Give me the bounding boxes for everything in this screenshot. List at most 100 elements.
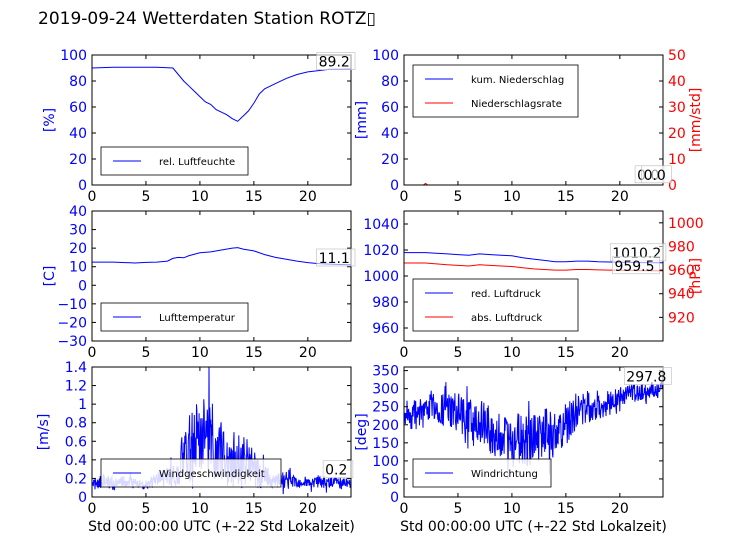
x-tick-label: 0 — [88, 501, 97, 517]
legend-box — [412, 64, 579, 118]
y-tick-label: −30 — [57, 334, 87, 350]
y-axis-label: [deg] — [354, 413, 370, 450]
y-tick-label: 40 — [69, 126, 87, 142]
x-tick-label: 5 — [453, 189, 462, 205]
y-tick-label: 20 — [69, 241, 87, 257]
y2-tick-label: 50 — [668, 48, 686, 64]
y-tick-label: −10 — [57, 297, 87, 313]
legend-label: Lufttemperatur — [159, 313, 236, 324]
y-axis-label: [%] — [42, 108, 58, 132]
y-tick-label: 250 — [372, 400, 399, 416]
series-line-humidity-0 — [92, 66, 351, 122]
y2-tick-label: 10 — [668, 152, 686, 168]
x-tick-label: 10 — [503, 345, 521, 361]
x-tick-label: 10 — [191, 501, 209, 517]
panel-pressure: 0 5 10 15 20 960 980 1000 1020 1040 920 940 960 980 10… — [363, 210, 704, 361]
x-tick-label: 5 — [453, 501, 462, 517]
y2-tick-label: 30 — [668, 100, 686, 116]
x-tick-label: 15 — [557, 345, 575, 361]
y-tick-label: 1040 — [363, 217, 399, 233]
annotation-box — [316, 52, 356, 71]
x-tick-label: 20 — [611, 345, 629, 361]
plot-frame — [91, 210, 352, 342]
y-tick-label: 100 — [372, 48, 399, 64]
x-tick-label: 20 — [299, 501, 317, 517]
y-tick-label: 1020 — [363, 243, 399, 259]
y-tick-label: 960 — [372, 321, 399, 337]
y-tick-label: 1 — [78, 397, 87, 413]
plot-frame — [403, 366, 664, 498]
y-tick-label: 100 — [372, 454, 399, 470]
annotation-box — [624, 367, 672, 385]
y2-tick-label: 960 — [668, 263, 695, 279]
x-tick-label: 20 — [611, 501, 629, 517]
y2-tick-label: 0 — [668, 178, 677, 194]
y-tick-label: 1.2 — [65, 379, 87, 395]
x-tick-label: 20 — [299, 345, 317, 361]
legend-label: Windgeschwindigkeit — [159, 469, 265, 480]
annotation-label: 959.5 — [614, 259, 654, 275]
y-tick-label: 0 — [78, 178, 87, 194]
y-tick-label: 40 — [381, 126, 399, 142]
y-tick-label: −20 — [57, 315, 87, 331]
legend-label: rel. Luftfeuchte — [159, 157, 235, 168]
series-line-temperature-0 — [92, 247, 351, 266]
x-tick-label: 15 — [245, 501, 263, 517]
panel-humidity: 0 5 10 15 20 0 20 40 60 80 100 [%] rel. Luftfeuchte 8… — [42, 48, 356, 205]
y-tick-label: 200 — [372, 418, 399, 434]
legend-label: Niederschlagsrate — [471, 99, 562, 110]
y-tick-label: 60 — [69, 100, 87, 116]
y-tick-label: 0 — [78, 490, 87, 506]
y-tick-label: 40 — [69, 204, 87, 220]
x-tick-label: 0 — [400, 345, 409, 361]
x-tick-label: 15 — [245, 189, 263, 205]
y2-tick-label: 1000 — [668, 216, 704, 232]
annotation-box — [641, 165, 672, 184]
x-tick-label: 20 — [611, 189, 629, 205]
y-tick-label: 0 — [390, 178, 399, 194]
y-tick-label: 60 — [381, 100, 399, 116]
legend-box — [412, 278, 579, 332]
annotation-label: 0.0 — [644, 168, 666, 184]
y-tick-label: 30 — [69, 223, 87, 239]
y-tick-label: 300 — [372, 382, 399, 398]
y-tick-label: 10 — [69, 260, 87, 276]
plot-frame — [91, 54, 352, 186]
y-tick-label: 350 — [372, 364, 399, 380]
y2-tick-label: 40 — [668, 74, 686, 90]
y2-tick-label: 940 — [668, 287, 695, 303]
y-axis-label: [m/s] — [36, 414, 52, 451]
x-tick-label: 15 — [557, 501, 575, 517]
y-tick-label: 50 — [381, 472, 399, 488]
series-line-wind_direction-0 — [404, 381, 663, 479]
y-tick-label: 100 — [60, 48, 87, 64]
legend-label: abs. Luftdruck — [471, 313, 542, 324]
annotation-box — [612, 256, 660, 275]
annotation-label: 11.1 — [319, 251, 350, 267]
legend-label: Windrichtung — [471, 469, 538, 480]
y2-axis-label: [hPa] — [688, 258, 704, 294]
x-tick-label: 5 — [141, 345, 150, 361]
y-tick-label: 0 — [390, 490, 399, 506]
y-tick-label: 150 — [372, 436, 399, 452]
y-tick-label: 0 — [78, 278, 87, 294]
annotation-box — [322, 460, 354, 479]
x-tick-label: 10 — [503, 189, 521, 205]
series-line-precipitation-1 — [404, 182, 663, 185]
x-tick-label: 15 — [245, 345, 263, 361]
x-tick-label: 10 — [503, 501, 521, 517]
y-tick-label: 0.8 — [65, 416, 87, 432]
legend-label: kum. Niederschlag — [471, 75, 564, 86]
plot-frame — [91, 366, 352, 498]
y-axis-label: [mm] — [354, 101, 370, 139]
y-tick-label: 20 — [381, 152, 399, 168]
y-tick-label: 0.6 — [65, 434, 87, 450]
y-tick-label: 1.4 — [65, 360, 87, 376]
panel-temperature: 0 5 10 15 20 −30 −20 −10 0 10 20 30 40 [C] Lufttempera… — [42, 204, 356, 361]
figure-title: 2019-09-24 Wetterdaten Station ROTZ▯ — [38, 9, 376, 29]
x-tick-label: 0 — [400, 189, 409, 205]
y-tick-label: 80 — [69, 74, 87, 90]
y2-tick-label: 920 — [668, 310, 695, 326]
